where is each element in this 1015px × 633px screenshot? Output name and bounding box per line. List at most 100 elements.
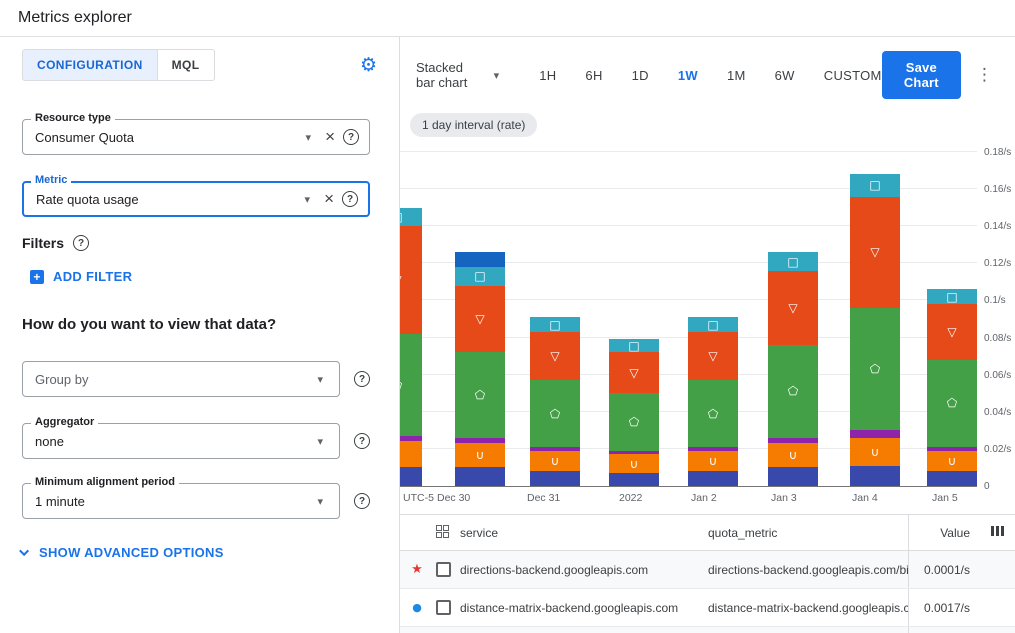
bar-partial: ∪ ⬠ ▽ □ <box>400 207 422 486</box>
range-1d[interactable]: 1D <box>631 67 649 83</box>
add-filter-label: ADD FILTER <box>53 269 133 284</box>
gridline <box>400 262 977 264</box>
metric-field[interactable]: Metric Rate quota usage ▾ × ? <box>22 174 377 217</box>
dropdown-caret-icon[interactable]: ▾ <box>317 372 323 386</box>
segment-orange-series: ∪ <box>688 450 738 472</box>
resource-type-value: Consumer Quota <box>35 129 134 145</box>
clear-icon[interactable]: × <box>325 127 335 146</box>
help-icon[interactable]: ? <box>342 191 358 207</box>
x-axis: UTC-5 Dec 30 Dec 31 2022 Jan 2 Jan 3 Jan 4 Jan … <box>400 492 977 508</box>
aggregator-field[interactable]: Aggregator none ▾ <box>22 416 340 459</box>
help-icon[interactable]: ? <box>354 493 370 509</box>
y-axis: 0 0.02/s 0.04/s 0.06/s 0.08/s 0.1/s 0.12/s 0.14… <box>977 145 1014 492</box>
series-marker-icon: ⬠ <box>946 396 958 411</box>
series-marker-icon: ▽ <box>550 349 560 364</box>
x-tick-label: 2022 <box>619 492 643 504</box>
bar-jan-5: ∪ ⬠ ▽ □ <box>927 289 977 486</box>
segment-red-series: ▽ <box>455 285 505 353</box>
help-icon[interactable]: ? <box>343 129 359 145</box>
segment-red-series: ▽ <box>609 352 659 394</box>
help-icon[interactable]: ? <box>354 433 370 449</box>
segment-purple-series <box>850 430 900 438</box>
legend-table: service quota_metric Value ★ directions-b… <box>400 514 1015 633</box>
help-icon[interactable]: ? <box>73 235 90 251</box>
segment-red-series: ▽ <box>530 332 580 381</box>
y-tick-label: 0.18/s <box>984 147 1012 158</box>
dropdown-caret-icon: ▾ <box>493 68 500 82</box>
series-marker-icon: ∪ <box>788 448 798 463</box>
column-header-quota-metric[interactable]: quota_metric <box>708 525 778 540</box>
segment-indigo-series <box>688 471 738 486</box>
resource-type-field[interactable]: Resource type Consumer Quota ▾ × ? <box>22 112 377 155</box>
segment-blue-series <box>455 252 505 268</box>
range-custom[interactable]: CUSTOM <box>823 67 882 83</box>
series-marker-icon: ⬠ <box>628 415 640 429</box>
view-data-heading: How do you want to view that data? <box>22 316 277 333</box>
chart-type-dropdown[interactable]: Stacked bar chart ▾ <box>416 60 505 90</box>
series-marker-icon: ▽ <box>629 365 639 380</box>
series-marker-icon: □ <box>400 211 403 223</box>
help-icon[interactable]: ? <box>354 371 370 387</box>
series-marker-icon: □ <box>787 254 799 269</box>
group-by-select[interactable]: Group by ▾ <box>22 361 340 397</box>
series-marker-icon: ⬠ <box>869 362 881 377</box>
range-6h[interactable]: 6H <box>585 67 603 83</box>
configuration-panel: CONFIGURATION MQL ⚙ Resource type Consum… <box>0 37 400 633</box>
metric-label: Metric <box>31 174 72 186</box>
y-tick-label: 0.14/s <box>984 221 1012 233</box>
segment-indigo-series <box>927 471 977 486</box>
table-row[interactable]: ■geocoding-backend.googleapis.comgeocodi… <box>400 627 1015 633</box>
range-1h[interactable]: 1H <box>539 67 557 83</box>
reorder-grid-icon[interactable] <box>436 524 449 541</box>
range-1w[interactable]: 1W <box>677 67 698 83</box>
row-checkbox[interactable] <box>436 600 451 615</box>
more-options-icon[interactable]: ⋮ <box>976 65 993 85</box>
show-advanced-options[interactable]: SHOW ADVANCED OPTIONS <box>19 545 377 560</box>
quota-metric-cell: directions-backend.googleapis.com/billab… <box>708 562 908 577</box>
series-marker-icon: ▽ <box>870 245 880 260</box>
segment-green-series: ⬠ <box>688 380 738 448</box>
table-body: ★ directions-backend.googleapis.com direct… <box>400 551 1015 633</box>
table-row[interactable]: ● distance-matrix-backend.googleapis.com d… <box>400 589 1015 627</box>
segment-indigo-series <box>850 465 900 486</box>
aggregator-value: none <box>35 433 64 449</box>
dropdown-caret-icon[interactable]: ▾ <box>305 130 312 144</box>
clear-icon[interactable]: × <box>324 189 334 208</box>
range-1m[interactable]: 1M <box>726 67 746 83</box>
segment-purple-series <box>455 437 505 444</box>
table-header-row: service quota_metric Value <box>400 515 1015 551</box>
row-checkbox[interactable] <box>436 562 451 577</box>
tab-configuration[interactable]: CONFIGURATION <box>22 49 158 81</box>
add-filter-button[interactable]: + ADD FILTER <box>30 269 377 284</box>
column-settings-icon[interactable] <box>990 525 1004 540</box>
series-marker-icon: ▽ <box>708 349 718 364</box>
series-marker-icon: □ <box>474 269 486 284</box>
column-header-value[interactable]: Value <box>908 515 980 550</box>
series-marker-icon: ∪ <box>400 448 401 460</box>
series-marker-icon: ▽ <box>475 312 485 327</box>
segment-purple-series <box>609 450 659 455</box>
settings-gear-icon[interactable]: ⚙ <box>359 54 377 76</box>
tab-mql[interactable]: MQL <box>157 49 215 81</box>
table-row[interactable]: ★ directions-backend.googleapis.com direct… <box>400 551 1015 589</box>
quota-metric-cell: geocoding-backend.googleapis.com/billab <box>708 627 908 633</box>
alignment-period-field[interactable]: Minimum alignment period 1 minute ▾ <box>22 476 340 519</box>
segment-teal-series: □ <box>530 317 580 333</box>
dropdown-caret-icon[interactable]: ▾ <box>317 434 323 448</box>
range-6w[interactable]: 6W <box>774 67 795 83</box>
chevron-down-icon <box>19 546 30 557</box>
column-header-service[interactable]: service <box>460 525 499 540</box>
segment-purple-series <box>688 447 738 451</box>
save-chart-button[interactable]: Save Chart <box>881 51 961 99</box>
dropdown-caret-icon[interactable]: ▾ <box>304 192 311 206</box>
y-tick-label: 0.16/s <box>984 184 1012 196</box>
segment-indigo-series <box>455 467 505 486</box>
segment-purple-series <box>530 447 580 451</box>
segment-green-series: ⬠ <box>609 393 659 451</box>
dropdown-caret-icon[interactable]: ▾ <box>317 494 323 508</box>
interval-chip: 1 day interval (rate) <box>410 113 538 137</box>
value-cell: 0.0017/s <box>908 589 980 626</box>
bar-jan-2: ∪ ⬠ ▽ □ <box>688 317 738 486</box>
segment-red-series: ▽ <box>400 226 422 334</box>
x-tick-label: UTC-5 <box>403 492 434 504</box>
